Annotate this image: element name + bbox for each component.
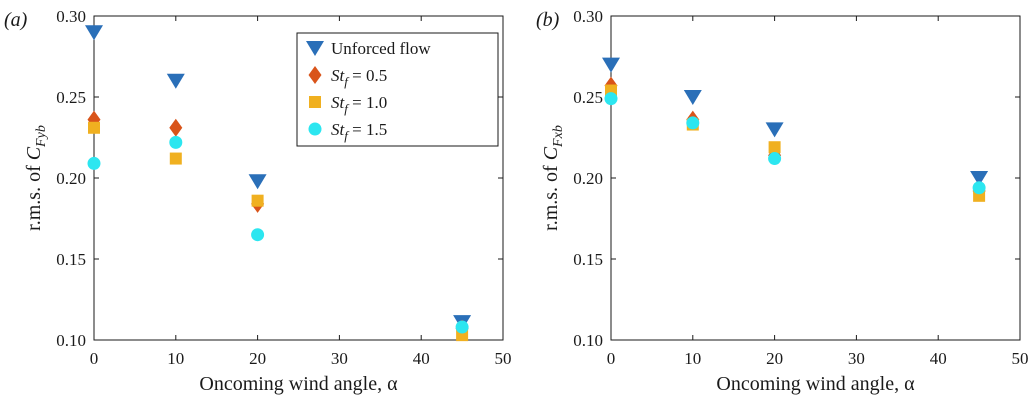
plot-frame xyxy=(610,15,1021,341)
data-point xyxy=(87,156,101,170)
data-point xyxy=(169,135,183,149)
legend-label: Unforced flow xyxy=(331,39,431,58)
x-axis-title: Oncoming wind angle, α xyxy=(199,373,398,395)
x-tick-label: 20 xyxy=(766,349,783,368)
y-tick-label: 0.30 xyxy=(573,7,603,26)
y-axis-title: r.m.s. of CFxb xyxy=(540,125,566,231)
data-point xyxy=(88,121,100,134)
x-tick-label: 30 xyxy=(848,349,865,368)
y-tick-label: 0.30 xyxy=(56,7,86,26)
data-point xyxy=(602,57,620,73)
y-tick-label: 0.15 xyxy=(56,250,86,269)
chart-panel-b: 0 10 20 30 40 50 0.10 0.15 0.20 0.25 0.30 (b) Oncomi… xyxy=(536,7,1029,395)
y-axis-title-symbol: C xyxy=(540,146,562,160)
legend-label-symbol: St xyxy=(331,66,346,85)
data-point xyxy=(248,174,267,190)
legend-label-subscript: f xyxy=(344,128,350,143)
data-point xyxy=(604,92,618,106)
data-point xyxy=(765,122,784,138)
data-point xyxy=(169,118,183,137)
data-point xyxy=(970,171,989,186)
legend-marker xyxy=(309,96,321,108)
legend-label: Stf = 0.5 xyxy=(331,66,387,89)
legend-label-text: Unforced flow xyxy=(331,39,431,58)
data-point xyxy=(251,194,264,207)
legend-label-value: = 1.5 xyxy=(348,120,387,139)
legend-label-value: = 1.0 xyxy=(348,93,387,112)
data-point xyxy=(768,152,782,166)
data-point xyxy=(166,73,185,89)
panel-label: (b) xyxy=(536,9,560,31)
x-axis-title: Oncoming wind angle, α xyxy=(716,373,915,395)
data-point xyxy=(85,25,103,41)
legend-label-value: = 0.5 xyxy=(348,66,387,85)
y-tick-label: 0.10 xyxy=(573,331,603,350)
x-tick-label: 0 xyxy=(607,349,616,368)
y-axis-title-subscript: Fyb xyxy=(34,125,49,148)
y-axis-title-text: r.m.s. of xyxy=(23,160,45,231)
x-tick-label: 30 xyxy=(331,349,348,368)
legend-marker xyxy=(308,66,322,84)
y-axis-title-symbol: C xyxy=(23,146,45,160)
y-tick-label: 0.20 xyxy=(56,169,86,188)
y-tick-label: 0.25 xyxy=(56,88,86,107)
legend-box xyxy=(296,32,499,147)
legend-label-symbol: St xyxy=(331,120,346,139)
x-tick-label: 10 xyxy=(684,349,701,368)
series-4 xyxy=(604,92,986,195)
series-3 xyxy=(605,84,986,202)
y-tick-label: 0.25 xyxy=(573,88,603,107)
x-tick-label: 40 xyxy=(413,349,430,368)
series-1 xyxy=(602,57,989,186)
legend-label: Stf = 1.5 xyxy=(331,120,387,143)
x-tick-label: 50 xyxy=(495,349,512,368)
x-tick-label: 40 xyxy=(930,349,947,368)
series-4 xyxy=(87,135,469,334)
series-3 xyxy=(88,121,469,342)
y-axis-title-text: r.m.s. of xyxy=(540,160,562,231)
series-2 xyxy=(604,76,986,200)
y-tick-label: 0.15 xyxy=(573,250,603,269)
data-point xyxy=(686,116,700,130)
data-point xyxy=(683,90,702,105)
data-point xyxy=(455,320,469,334)
legend-label-subscript: f xyxy=(344,101,350,116)
x-tick-label: 0 xyxy=(90,349,99,368)
y-axis-title: r.m.s. of CFyb xyxy=(23,125,49,231)
x-tick-label: 20 xyxy=(249,349,266,368)
y-axis-title-subscript: Fxb xyxy=(551,125,566,148)
y-tick-label: 0.10 xyxy=(56,331,86,350)
chart-panel-a: 0 10 20 30 40 50 0.10 0.15 0.20 0.25 0.30 (a) Oncomi… xyxy=(4,7,512,395)
x-tick-label: 50 xyxy=(1012,349,1029,368)
legend-label: Stf = 1.0 xyxy=(331,93,387,116)
legend-label-subscript: f xyxy=(344,74,350,89)
y-tick-label: 0.20 xyxy=(573,169,603,188)
legend-marker xyxy=(308,122,322,136)
data-point xyxy=(251,228,265,242)
legend-marker xyxy=(306,41,324,56)
data-point xyxy=(972,181,986,195)
data-point xyxy=(768,141,781,154)
panel-label: (a) xyxy=(4,9,28,31)
legend-label-symbol: St xyxy=(331,93,346,112)
x-tick-label: 10 xyxy=(167,349,184,368)
data-point xyxy=(169,152,182,165)
